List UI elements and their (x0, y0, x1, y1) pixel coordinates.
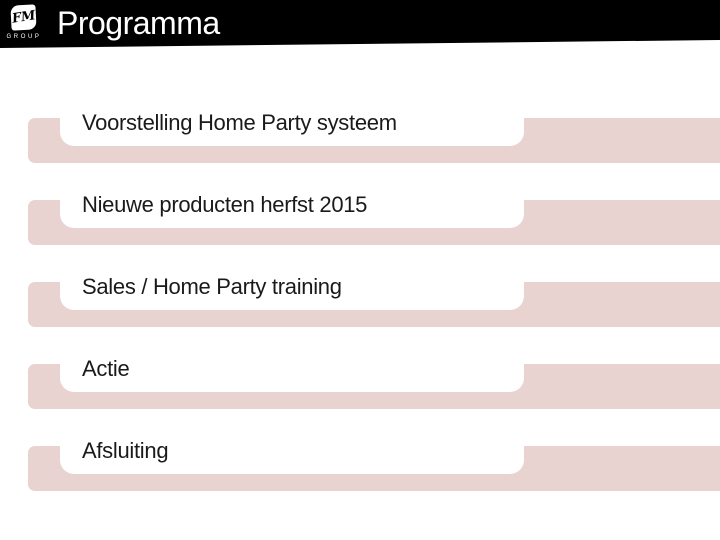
slide-header: FM GROUP Programma (0, 0, 720, 48)
agenda-item-label: Actie (82, 356, 130, 381)
agenda-item-label: Voorstelling Home Party systeem (82, 110, 397, 135)
agenda-item-card: Sales / Home Party training (60, 264, 524, 310)
fm-logo-monogram: FM (10, 8, 36, 27)
agenda-item: Afsluiting (0, 428, 720, 494)
agenda-item: Actie (0, 346, 720, 412)
agenda-item-label: Afsluiting (82, 438, 169, 463)
fm-logo-badge-icon: FM (9, 4, 37, 31)
fm-logo-caption: GROUP (6, 34, 42, 40)
agenda-item: Nieuwe producten herfst 2015 (0, 182, 720, 248)
agenda-item: Voorstelling Home Party systeem (0, 100, 720, 166)
agenda-item-label: Nieuwe producten herfst 2015 (82, 192, 368, 217)
agenda-item-card: Voorstelling Home Party systeem (60, 100, 524, 146)
agenda-item-card: Actie (60, 346, 524, 392)
agenda-item-card: Nieuwe producten herfst 2015 (60, 182, 524, 228)
agenda-item-label: Sales / Home Party training (82, 274, 342, 299)
slide-title: Programma (57, 5, 220, 41)
fm-group-logo: FM GROUP (7, 4, 39, 40)
agenda-item-card: Afsluiting (60, 428, 524, 474)
agenda-item: Sales / Home Party training (0, 264, 720, 330)
